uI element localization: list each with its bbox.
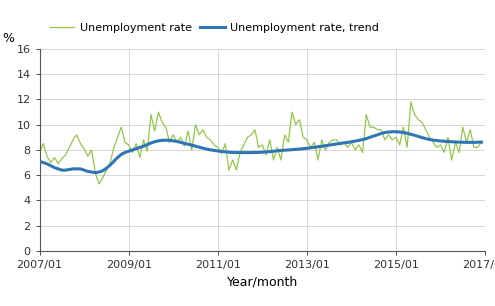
Y-axis label: %: % (2, 32, 14, 45)
Unemployment rate (37, 151, 43, 154)
Unemployment rate (471, 146, 477, 149)
Unemployment rate (133, 142, 139, 145)
X-axis label: Year/month: Year/month (227, 275, 298, 289)
Line: Unemployment rate: Unemployment rate (40, 102, 481, 184)
Line: Unemployment rate, trend: Unemployment rate, trend (40, 132, 481, 173)
Unemployment rate, trend (389, 130, 395, 134)
Unemployment rate, trend (92, 171, 98, 174)
Unemployment rate, trend (159, 139, 165, 142)
Unemployment rate (408, 100, 414, 104)
Unemployment rate, trend (345, 140, 350, 144)
Unemployment rate (478, 140, 484, 144)
Unemployment rate, trend (393, 130, 399, 134)
Legend: Unemployment rate, Unemployment rate, trend: Unemployment rate, Unemployment rate, tr… (45, 18, 384, 38)
Unemployment rate (389, 138, 395, 142)
Unemployment rate (285, 140, 291, 144)
Unemployment rate (96, 182, 102, 186)
Unemployment rate, trend (133, 147, 139, 151)
Unemployment rate, trend (37, 159, 43, 163)
Unemployment rate, trend (471, 140, 477, 144)
Unemployment rate (159, 120, 165, 124)
Unemployment rate, trend (478, 140, 484, 144)
Unemployment rate, trend (285, 148, 291, 152)
Unemployment rate (345, 146, 350, 149)
